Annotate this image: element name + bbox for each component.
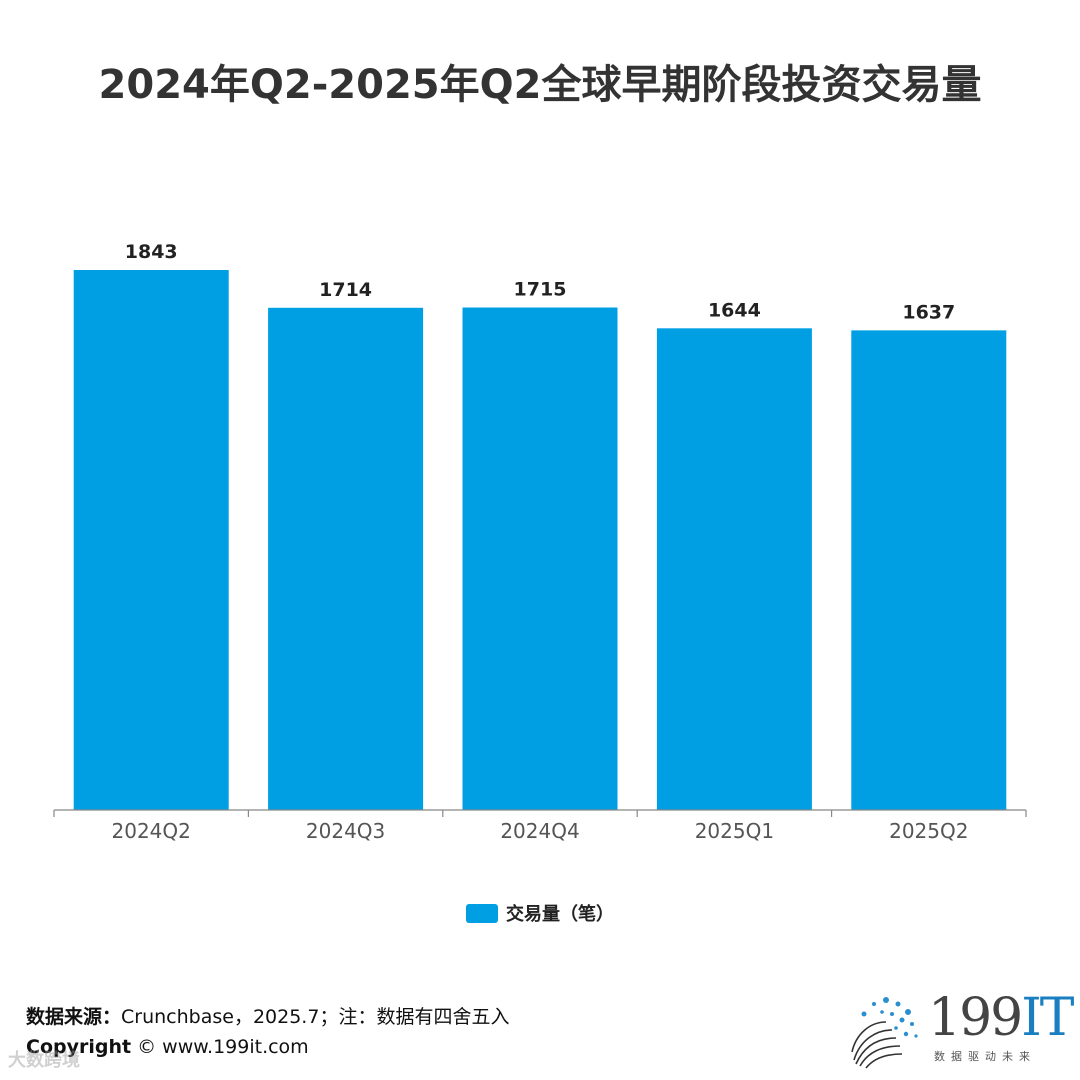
199it-logo: 199IT 数据驱动未来 [846, 990, 1075, 1070]
watermark: 大数跨境 [8, 1050, 80, 1071]
bar-chart: 1843 2024Q2 1714 2024Q3 1715 2024Q4 1644 2025Q1… [53, 241, 1027, 843]
x-tick-label-2024Q2: 2024Q2 [112, 819, 191, 843]
bar-2024Q2 [73, 270, 229, 810]
logo-wordmark: 199IT [928, 988, 1075, 1048]
logo-dots-icon [851, 997, 918, 1069]
copyright: Copyright © www.199it.com [26, 1036, 309, 1058]
x-tick-label-2025Q1: 2025Q1 [695, 819, 774, 843]
legend-swatch [466, 903, 498, 923]
data-label-2025Q1: 1644 [708, 299, 761, 321]
x-tick-label-2024Q3: 2024Q3 [306, 819, 385, 843]
data-source-label: 数据来源： [26, 1006, 122, 1028]
data-label-2025Q2: 1637 [902, 301, 955, 323]
bar-2025Q2 [851, 330, 1007, 810]
chart-title: 2024年Q2-2025年Q2全球早期阶段投资交易量 [98, 62, 982, 108]
bar-2025Q1 [656, 328, 812, 810]
legend: 交易量（笔） [0, 900, 1080, 926]
data-label-2024Q2: 1843 [125, 241, 178, 263]
data-label-2024Q4: 1715 [514, 279, 567, 301]
data-source-text: Crunchbase，2025.7；注：数据有四舍五入 [121, 1006, 510, 1028]
copyright-text: © www.199it.com [131, 1036, 309, 1058]
copyright-label: Copyright [26, 1036, 132, 1058]
x-tick-label-2025Q2: 2025Q2 [889, 819, 968, 843]
data-label-2024Q3: 1714 [319, 279, 372, 301]
bar-2024Q3 [268, 307, 424, 810]
data-source: 数据来源：Crunchbase，2025.7；注：数据有四舍五入 [26, 1002, 509, 1029]
bar-2024Q4 [462, 307, 618, 810]
legend-label: 交易量（笔） [506, 904, 614, 925]
x-tick-label-2024Q4: 2024Q4 [500, 819, 579, 843]
logo-slogan: 数据驱动未来 [934, 1050, 1036, 1063]
